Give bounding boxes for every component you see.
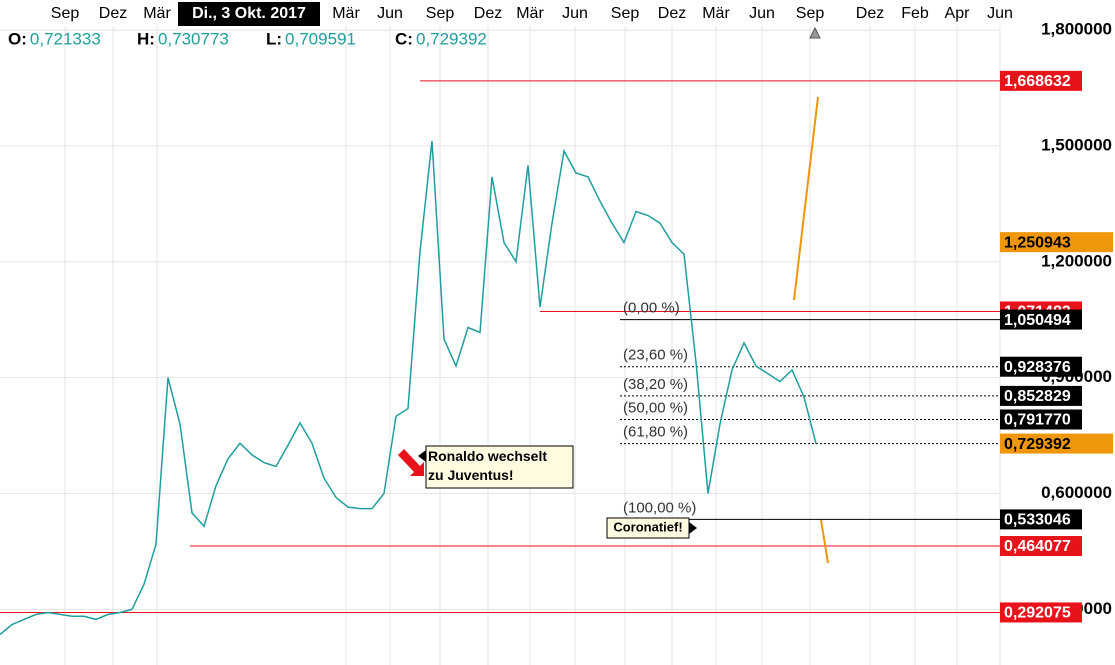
- trend-line: [793, 96, 819, 301]
- annotation-text: Coronatief!: [613, 519, 682, 534]
- fib-label: (50,00 %): [623, 399, 688, 416]
- level-box: [1000, 232, 1113, 253]
- ohlc-value: 0,721333: [30, 29, 101, 48]
- ohlc-name: H:: [137, 29, 155, 48]
- level-label: 1,050494: [1004, 312, 1071, 329]
- x-tick-label: Dez: [99, 5, 127, 22]
- labels: Sep Dez Mär Mär Jun Sep Dez Mär Jun Sep Dez Mär Jun S…: [8, 2, 1113, 623]
- x-tick-label: Mär: [143, 5, 171, 22]
- x-tick-label: Sep: [51, 5, 80, 22]
- fib-label: (23,60 %): [623, 347, 688, 364]
- x-tick-label: Mär: [332, 5, 360, 22]
- level-label: 0,292075: [1004, 605, 1071, 622]
- ohlc-name: L:: [266, 29, 282, 48]
- x-tick-label: Jun: [377, 5, 403, 22]
- annotation-pointer: [418, 450, 426, 462]
- level-box: [1000, 409, 1082, 430]
- level-label: 0,928376: [1004, 359, 1071, 376]
- fib-label: (61,80 %): [623, 424, 688, 441]
- trend-line: [820, 519, 829, 564]
- y-tick-label: 1,200000: [1041, 251, 1112, 270]
- x-tick-label: Jun: [749, 5, 775, 22]
- level-box: [1000, 536, 1082, 557]
- annotation-pointer: [689, 522, 697, 534]
- level-label: 0,533046: [1004, 512, 1071, 529]
- ohlc-name: O:: [8, 29, 27, 48]
- marker: [809, 26, 821, 39]
- level-label: 0,791770: [1004, 412, 1071, 429]
- level-box: [1000, 433, 1113, 454]
- x-tick-label: Sep: [796, 5, 825, 22]
- x-tick-label: Dez: [658, 5, 686, 22]
- fib-label: (38,20 %): [623, 376, 688, 393]
- annotation-box: [425, 445, 574, 489]
- x-tick-label: Feb: [901, 5, 929, 22]
- ohlc-value: 0,730773: [158, 29, 229, 48]
- x-tick-label: Jun: [562, 5, 588, 22]
- price-line: [0, 140, 817, 636]
- annotation: Ronaldo wechselt zu Juventus!: [428, 448, 548, 483]
- annotation-text: Ronaldo wechselt zu Juventus!: [428, 448, 548, 483]
- x-tick-label: Jun: [987, 5, 1013, 22]
- level-label: 1,250943: [1004, 234, 1071, 251]
- x-tick-label: Apr: [945, 5, 971, 22]
- x-tick-label: Dez: [474, 5, 502, 22]
- level-box: [1000, 309, 1082, 330]
- x-tick-label: Mär: [702, 5, 730, 22]
- price: [0, 140, 817, 636]
- level-box: [1000, 509, 1082, 530]
- level-label: 0,464077: [1004, 538, 1071, 555]
- fib-label: (0,00 %): [623, 300, 680, 317]
- level-box: [1000, 385, 1082, 406]
- crosshair-label: Di., 3 Okt. 2017: [192, 5, 306, 22]
- level-box: [1000, 602, 1082, 623]
- ohlc-value: 0,709591: [285, 29, 356, 48]
- levels: [0, 80, 1000, 613]
- y-tick-label: 0,600000: [1041, 483, 1112, 502]
- ohlc-value: 0,729392: [416, 29, 487, 48]
- x-tick-label: Mär: [516, 5, 544, 22]
- grid: [0, 26, 1001, 665]
- arrow: [398, 449, 424, 476]
- fib-label: (100,00 %): [623, 499, 696, 516]
- y-tick-label: 1,800000: [1041, 20, 1112, 39]
- x-tick-label: Sep: [611, 5, 640, 22]
- level-label: 0,729392: [1004, 436, 1071, 453]
- x-tick-label: Sep: [426, 5, 455, 22]
- level-label: 1,668632: [1004, 73, 1071, 90]
- y-tick-label: 1,500000: [1041, 135, 1112, 154]
- level-box: [1000, 70, 1082, 91]
- crosshair-box: [178, 2, 320, 26]
- x-tick-label: Dez: [856, 5, 884, 22]
- level-box: [1000, 356, 1082, 377]
- ohlc-name: C:: [395, 29, 413, 48]
- level-label: 0,852829: [1004, 388, 1071, 405]
